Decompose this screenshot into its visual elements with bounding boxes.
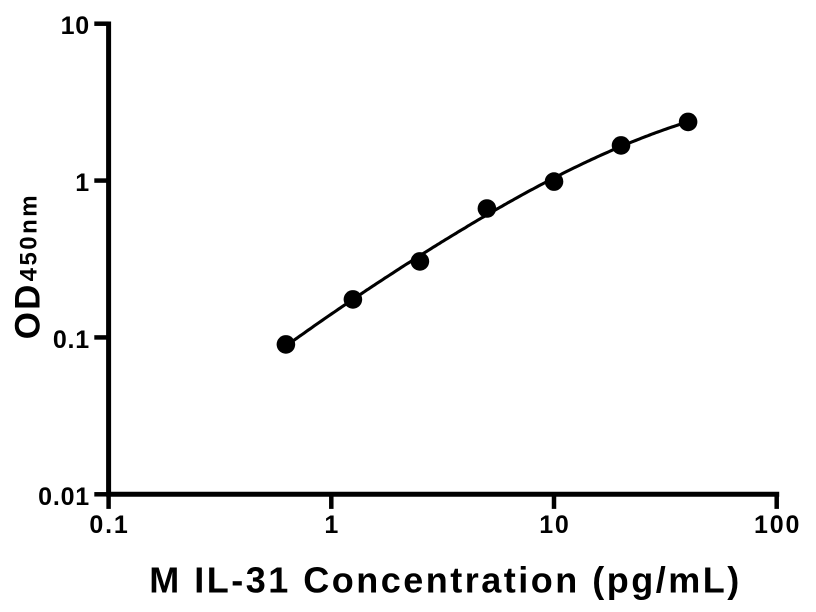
svg-text:100: 100	[754, 511, 801, 539]
svg-text:10: 10	[61, 12, 90, 40]
svg-text:0.1: 0.1	[53, 326, 90, 354]
svg-text:OD450nm: OD450nm	[9, 193, 48, 339]
svg-text:0.1: 0.1	[89, 511, 129, 539]
svg-text:1: 1	[324, 511, 340, 539]
svg-text:0.01: 0.01	[38, 483, 90, 511]
svg-text:M IL-31 Concentration (pg/mL): M IL-31 Concentration (pg/mL)	[149, 560, 741, 601]
svg-text:10: 10	[539, 511, 570, 539]
svg-text:1: 1	[75, 169, 90, 197]
